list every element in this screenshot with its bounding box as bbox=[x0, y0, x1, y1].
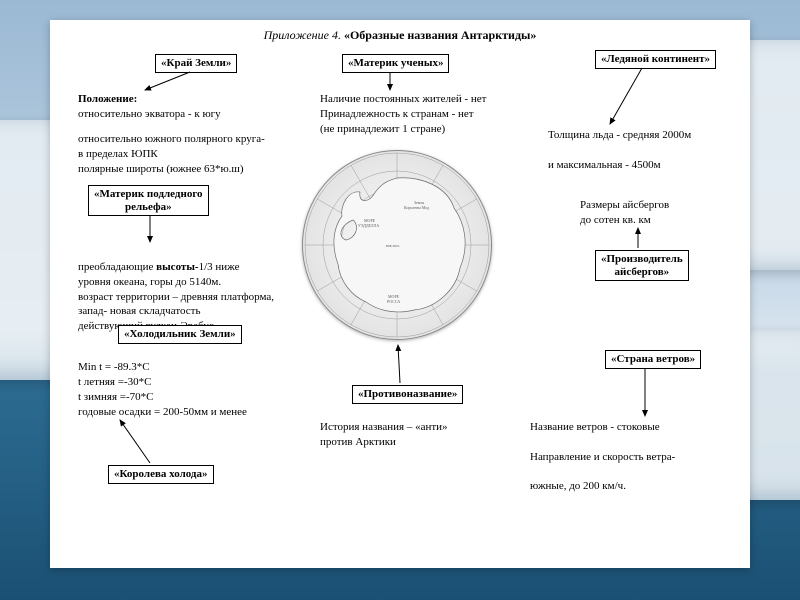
arrow-anti-to-map bbox=[398, 345, 400, 383]
winds-text: Название ветров - стоковые Направление и… bbox=[530, 420, 745, 494]
svg-text:РОССА: РОССА bbox=[387, 299, 400, 304]
box-queen-cold: «Королева холода» bbox=[108, 465, 214, 484]
climate-text: Min t = -89.3*C t летняя =-30*С t зимняя… bbox=[78, 360, 308, 419]
svg-text:УЭДДЕЛЛА: УЭДДЕЛЛА bbox=[358, 223, 379, 228]
ice-thickness-text: Толщина льда - средняя 2000м и максималь… bbox=[548, 128, 743, 173]
title-main: «Образные названия Антарктиды» bbox=[344, 28, 536, 42]
box-anti-name: «Противоназвание» bbox=[352, 385, 463, 404]
box-subice-relief: «Материк подледного рельефа» bbox=[88, 185, 209, 216]
title-prefix: Приложение 4. bbox=[264, 28, 341, 42]
box-ice-continent: «Ледяной континент» bbox=[595, 50, 716, 69]
svg-text:Королевы Мод: Королевы Мод bbox=[404, 205, 429, 210]
arrow-icecont-to-thickness bbox=[610, 68, 642, 124]
iceberg-size-text: Размеры айсбергов до сотен кв. км bbox=[580, 198, 750, 228]
relief-text: преобладающие высоты-1/3 ниже уровня оке… bbox=[78, 245, 318, 334]
box-fridge: «Холодильник Земли» bbox=[118, 325, 242, 344]
arrow-edge-to-position bbox=[145, 72, 190, 90]
worksheet-sheet: Приложение 4. «Образные названия Антаркт… bbox=[50, 20, 750, 568]
map-label-pole: юж.пол. bbox=[386, 243, 400, 248]
box-iceberg-producer: «Производитель айсбергов» bbox=[595, 250, 689, 281]
position-detail: относительно южного полярного круга- в п… bbox=[78, 132, 318, 177]
position-block: Положение: относительно экватора - к югу bbox=[78, 92, 308, 122]
position-line1: относительно экватора - к югу bbox=[78, 108, 221, 120]
box-wind-land: «Страна ветров» bbox=[605, 350, 701, 369]
antarctica-map: МОРЕ УЭДДЕЛЛА МОРЕ РОССА Земля Королевы … bbox=[302, 150, 492, 340]
page-title: Приложение 4. «Образные названия Антаркт… bbox=[50, 28, 750, 43]
inhabitants-text: Наличие постоянных жителей - нет Принадл… bbox=[320, 92, 550, 137]
position-header: Положение: bbox=[78, 93, 137, 105]
box-scientists: «Материк ученых» bbox=[342, 54, 449, 73]
box-edge-of-earth: «Край Земли» bbox=[155, 54, 237, 73]
arrow-queen-to-climate bbox=[120, 420, 150, 463]
anti-text: История названия – «анти» против Арктики bbox=[320, 420, 520, 450]
